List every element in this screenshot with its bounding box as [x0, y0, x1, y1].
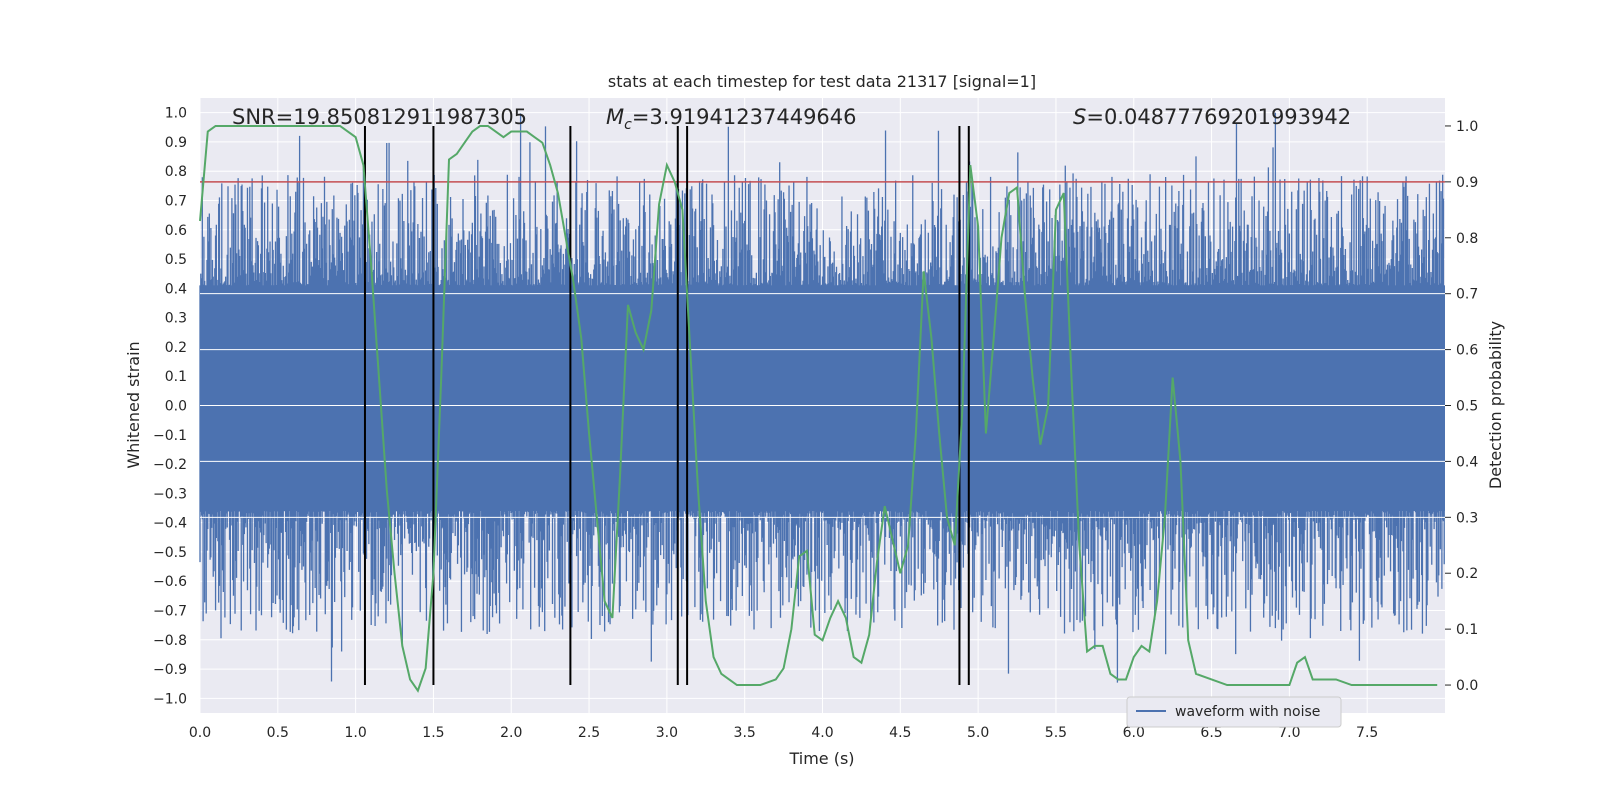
y2-tick-label: 0.0 — [1456, 678, 1478, 694]
snr-annotation: SNR=19.850812911987305 — [232, 105, 527, 129]
y2-tick-label: 0.9 — [1456, 175, 1478, 191]
y-tick-label: −0.2 — [153, 457, 187, 473]
y-tick-label: −0.5 — [153, 545, 187, 561]
y-tick-label: 0.6 — [165, 223, 187, 239]
y-tick-label: −0.1 — [153, 428, 187, 444]
x-tick-label: 3.5 — [734, 725, 756, 741]
x-tick-label: 5.5 — [1045, 725, 1067, 741]
legend-label: waveform with noise — [1175, 704, 1320, 720]
mc-annotation: Mc=3.91941237449646 — [606, 105, 857, 133]
y-axis-left: 1.0 0.9 0.8 0.7 0.6 0.5 0.4 0.3 0.2 0.1 0.0 −0.1 −0.… — [153, 106, 187, 708]
x-tick-label: 6.0 — [1123, 725, 1145, 741]
x-tick-label: 7.0 — [1278, 725, 1300, 741]
s-value: =0.04877769201993942 — [1086, 105, 1351, 129]
y-tick-label: −0.8 — [153, 633, 187, 649]
annotations: SNR=19.850812911987305 Mc=3.919412374496… — [232, 105, 1351, 133]
y2-tick-label: 1.0 — [1456, 119, 1478, 135]
y-tick-label: 1.0 — [165, 106, 187, 122]
y-tick-label: 0.2 — [165, 340, 187, 356]
x-axis: 0.0 0.5 1.0 1.5 2.0 2.5 3.0 3.5 4.0 4.5 5.0 5.5 6.0 6… — [189, 725, 1378, 741]
x-tick-label: 2.5 — [578, 725, 600, 741]
y-tick-label: 0.0 — [165, 399, 187, 415]
y-tick-label: −0.3 — [153, 486, 187, 502]
y2-tick-label: 0.1 — [1456, 622, 1478, 638]
probability-line — [199, 124, 1438, 693]
legend-box — [1126, 696, 1342, 728]
y-tick-label: 0.8 — [165, 164, 187, 180]
x-tick-label: 7.5 — [1356, 725, 1378, 741]
y-axis-label: Whitened strain — [124, 341, 143, 468]
y2-tick-label: 0.6 — [1456, 343, 1478, 359]
y2-tick-label: 0.2 — [1456, 566, 1478, 582]
y-tick-label: 0.5 — [165, 252, 187, 268]
y2-tick-label: 0.3 — [1456, 510, 1478, 526]
y2-axis-label: Detection probability — [1486, 321, 1505, 489]
legend: waveform with noise — [1126, 696, 1342, 728]
y-tick-label: 0.3 — [165, 311, 187, 327]
y-tick-label: 0.4 — [165, 281, 187, 297]
y2-tick-label: 0.8 — [1456, 231, 1478, 247]
x-tick-label: 0.5 — [267, 725, 289, 741]
chart-title: stats at each timestep for test data 213… — [608, 72, 1036, 91]
y2-tick-label: 0.5 — [1456, 399, 1478, 415]
x-tick-label: 0.0 — [189, 725, 211, 741]
mc-value: =3.91941237449646 — [632, 105, 857, 129]
y-tick-label: −0.9 — [153, 662, 187, 678]
mc-subscript: c — [624, 117, 632, 133]
y-tick-label: 0.1 — [165, 369, 187, 385]
probability-series — [199, 124, 1438, 693]
y-tick-label: −0.4 — [153, 516, 187, 532]
x-tick-label: 6.5 — [1200, 725, 1222, 741]
y-tick-label: 0.7 — [165, 194, 187, 210]
x-axis-label: Time (s) — [788, 749, 854, 768]
y2-tick-label: 0.4 — [1456, 454, 1478, 470]
waveform-series — [199, 112, 1445, 683]
x-tick-label: 5.0 — [967, 725, 989, 741]
s-symbol: S — [1073, 105, 1086, 129]
y-tick-label: −0.6 — [153, 574, 187, 590]
s-annotation: S=0.04877769201993942 — [1073, 105, 1351, 129]
y-tick-label: −0.7 — [153, 604, 187, 620]
mc-symbol: M — [606, 105, 624, 129]
x-tick-label: 2.0 — [500, 725, 522, 741]
x-tick-label: 1.5 — [422, 725, 444, 741]
y-tick-label: 0.9 — [165, 135, 187, 151]
x-tick-label: 4.5 — [889, 725, 911, 741]
y-axis-right: 1.0 0.9 0.8 0.7 0.6 0.5 0.4 0.3 0.2 0.1 0.0 — [1445, 119, 1478, 694]
x-tick-label: 4.0 — [811, 725, 833, 741]
y2-tick-label: 0.7 — [1456, 287, 1478, 303]
y-tick-label: −1.0 — [153, 691, 187, 707]
x-tick-label: 3.0 — [656, 725, 678, 741]
x-tick-label: 1.0 — [344, 725, 366, 741]
event-lines — [363, 125, 970, 686]
waveform-trace — [199, 112, 1445, 683]
